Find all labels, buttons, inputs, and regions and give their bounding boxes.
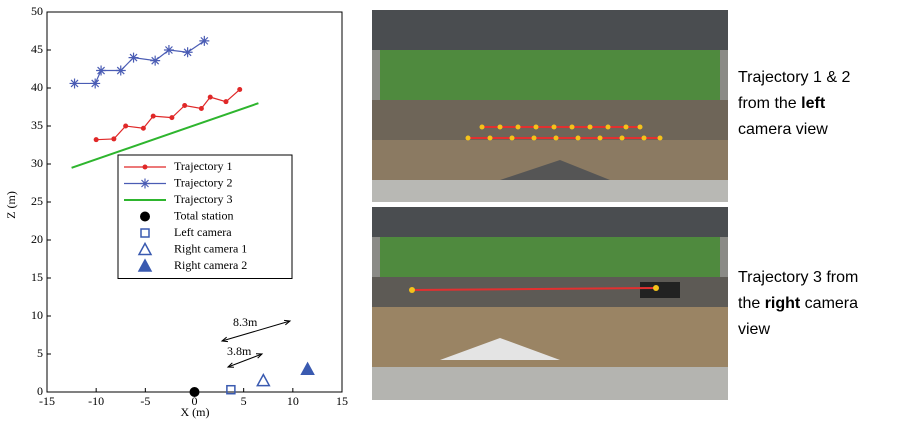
data-point xyxy=(90,78,100,88)
data-point xyxy=(164,45,174,55)
y-tick-label: 0 xyxy=(37,384,43,398)
legend-label: Trajectory 2 xyxy=(174,175,233,189)
annotation: 8.3m xyxy=(233,315,258,329)
data-point xyxy=(257,375,269,386)
y-tick-label: 10 xyxy=(31,308,43,322)
caption-text: camera xyxy=(800,295,858,312)
y-tick-label: 25 xyxy=(31,194,43,208)
caption-2-line-3: view xyxy=(738,321,770,338)
data-point xyxy=(208,95,213,100)
data-point xyxy=(129,53,139,63)
data-point xyxy=(151,114,156,119)
y-tick-label: 40 xyxy=(31,80,43,94)
data-point xyxy=(223,99,228,104)
y-axis-label: Z (m) xyxy=(4,191,18,219)
data-point xyxy=(94,137,99,142)
series-line xyxy=(96,90,240,140)
legend-swatch xyxy=(143,165,148,170)
caption-text: from the xyxy=(738,95,801,112)
y-tick-label: 50 xyxy=(31,4,43,18)
page: Trajectory 1 & 2 from the left camera vi… xyxy=(0,0,920,420)
data-point xyxy=(141,126,146,131)
data-point xyxy=(190,387,200,397)
caption-emph: right xyxy=(765,295,801,312)
data-point xyxy=(70,78,80,88)
y-tick-label: 35 xyxy=(31,118,43,132)
caption-1-line-2: from the left xyxy=(738,95,826,112)
caption-1-line-1: Trajectory 1 & 2 xyxy=(738,69,850,86)
photo-right-view xyxy=(372,207,728,400)
y-tick-label: 20 xyxy=(31,232,43,246)
legend-swatch xyxy=(140,212,150,222)
data-point xyxy=(182,103,187,108)
caption-2-line-1: Trajectory 3 from xyxy=(738,269,858,286)
y-tick-label: 30 xyxy=(31,156,43,170)
caption-2-line-2: the right camera xyxy=(738,295,858,312)
data-point xyxy=(123,124,128,129)
legend-label: Trajectory 3 xyxy=(174,192,233,206)
y-tick-label: 5 xyxy=(37,346,43,360)
x-tick-label: -10 xyxy=(88,394,104,408)
data-point xyxy=(150,56,160,66)
legend-label: Left camera xyxy=(174,225,232,239)
y-tick-label: 45 xyxy=(31,42,43,56)
data-point xyxy=(199,106,204,111)
annotation: 3.8m xyxy=(227,344,252,358)
data-point xyxy=(96,66,106,76)
data-point xyxy=(199,36,209,46)
x-tick-label: -5 xyxy=(140,394,150,408)
legend-label: Right camera 1 xyxy=(174,241,247,255)
x-tick-label: 10 xyxy=(287,394,299,408)
y-tick-label: 15 xyxy=(31,270,43,284)
series-line xyxy=(75,41,205,84)
caption-emph: left xyxy=(801,95,826,112)
data-point xyxy=(111,136,116,141)
legend-swatch xyxy=(140,179,150,189)
figure: Trajectory 1 & 2 from the left camera vi… xyxy=(0,0,920,420)
data-point xyxy=(183,47,193,57)
x-tick-label: 5 xyxy=(241,394,247,408)
legend-label: Trajectory 1 xyxy=(174,159,233,173)
photo-left-view xyxy=(372,10,728,202)
caption-text: the xyxy=(738,295,765,312)
data-point xyxy=(169,115,174,120)
data-point xyxy=(302,363,314,374)
legend-label: Right camera 2 xyxy=(174,258,247,272)
x-tick-label: 15 xyxy=(336,394,348,408)
legend-label: Total station xyxy=(174,208,233,222)
caption-1-line-3: camera view xyxy=(738,121,828,138)
data-point xyxy=(237,87,242,92)
data-point xyxy=(227,386,235,394)
data-point xyxy=(116,66,126,76)
